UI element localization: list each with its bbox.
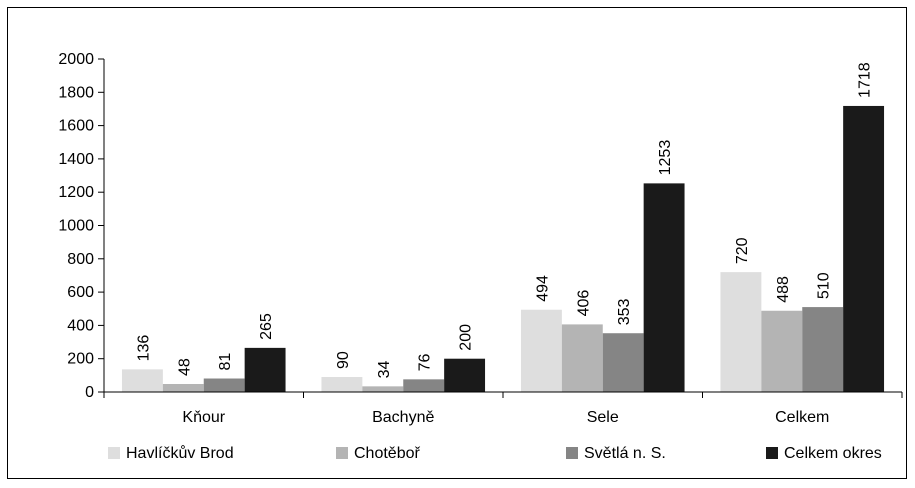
- data-label: 406: [575, 290, 592, 317]
- bar: [444, 358, 486, 392]
- y-axis-ticks: 0 200 400 600 800 1000 1200 1400 1600 1800 2000: [58, 51, 104, 401]
- bar: [244, 347, 286, 392]
- data-label: 76: [417, 353, 434, 371]
- data-label: 494: [534, 275, 551, 302]
- data-labels: 136 48 81 265 90 34 76 200 494 406 353 1253 720 488 51…: [135, 62, 873, 378]
- bar: [520, 309, 562, 392]
- legend-swatch: [766, 447, 778, 459]
- data-label: 34: [376, 360, 393, 378]
- y-tick-label: 1400: [58, 151, 94, 168]
- category-label: Sele: [587, 409, 619, 426]
- chart-frame: [7, 7, 907, 479]
- bar: [720, 272, 762, 392]
- legend-label: Celkem okres: [784, 445, 882, 462]
- bar: [362, 386, 404, 392]
- data-label: 1718: [857, 62, 874, 98]
- category-label: Bachyně: [372, 409, 434, 426]
- bar: [561, 324, 603, 392]
- y-tick-label: 1600: [58, 118, 94, 135]
- bar: [321, 377, 363, 392]
- y-tick-label: 1800: [58, 84, 94, 101]
- y-tick-label: 1200: [58, 184, 94, 201]
- data-label: 720: [734, 237, 751, 264]
- category-label: Celkem: [775, 409, 829, 426]
- bar: [843, 105, 885, 392]
- axes: [103, 59, 903, 398]
- legend-label: Havlíčkův Brod: [126, 444, 234, 462]
- data-label: 48: [176, 358, 193, 376]
- data-label: 200: [458, 324, 475, 351]
- y-tick-label: 800: [67, 251, 94, 268]
- legend-swatch: [336, 447, 348, 459]
- data-label: 136: [135, 335, 152, 362]
- legend-swatch: [108, 447, 120, 459]
- y-tick-label: 400: [67, 317, 94, 334]
- bar: [761, 310, 803, 392]
- y-tick-label: 0: [85, 384, 94, 401]
- bar: [802, 307, 844, 392]
- bar: [602, 333, 644, 392]
- bars: [121, 105, 885, 392]
- legend-swatch: [566, 447, 578, 459]
- category-label: Kňour: [182, 409, 225, 426]
- category-labels: Kňour Bachyně Sele Celkem: [182, 409, 829, 426]
- data-label: 488: [775, 276, 792, 303]
- bar: [403, 379, 445, 392]
- bar: [643, 183, 685, 392]
- legend-label: Chotěboř: [354, 445, 420, 462]
- data-label: 265: [258, 313, 275, 340]
- bar: [162, 384, 204, 392]
- legend: Havlíčkův Brod Chotěboř Světlá n. S. Celkem…: [108, 444, 882, 462]
- bar: [203, 378, 245, 392]
- legend-label: Světlá n. S.: [584, 445, 666, 462]
- bar: [121, 369, 163, 392]
- data-label: 90: [335, 351, 352, 369]
- data-label: 510: [816, 272, 833, 299]
- y-tick-label: 600: [67, 284, 94, 301]
- y-tick-label: 1000: [58, 218, 94, 235]
- y-tick-label: 200: [67, 351, 94, 368]
- data-label: 1253: [657, 140, 674, 176]
- data-label: 81: [217, 353, 234, 371]
- data-label: 353: [616, 298, 633, 325]
- y-tick-label: 2000: [58, 51, 94, 68]
